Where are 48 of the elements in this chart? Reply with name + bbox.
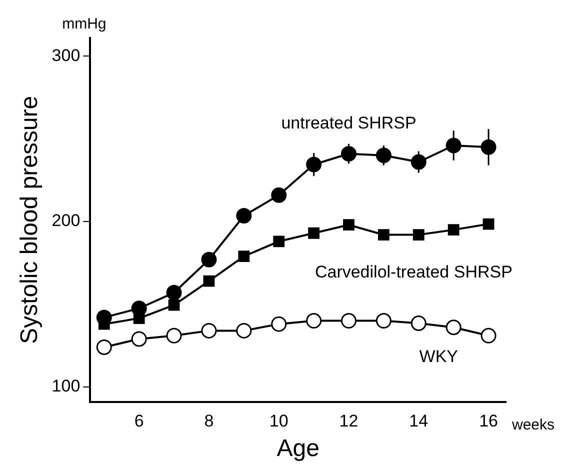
y-axis-title: Systolic blood pressure: [16, 96, 44, 344]
point: [448, 224, 460, 236]
y-tick-label: 100: [52, 376, 80, 396]
point: [236, 208, 252, 224]
point: [480, 139, 496, 155]
x-tick-label: 14: [409, 412, 428, 431]
point: [308, 227, 320, 239]
series-label: WKY: [419, 346, 458, 366]
point: [96, 339, 112, 355]
point: [306, 313, 322, 329]
point: [131, 331, 147, 347]
point: [201, 252, 217, 268]
point: [271, 316, 287, 332]
point: [201, 322, 217, 338]
point: [378, 229, 390, 240]
x-axis-title: Age: [276, 435, 320, 462]
point: [446, 138, 462, 154]
point: [271, 187, 287, 203]
x-tick-label: 8: [204, 412, 214, 431]
point: [343, 219, 354, 231]
point: [306, 156, 322, 172]
point: [482, 218, 494, 230]
text: mmHg: [62, 16, 106, 33]
point: [168, 299, 180, 311]
x-tick-label: 10: [269, 412, 288, 431]
y-tick-label: 200: [52, 211, 80, 230]
text: weeks: [511, 416, 555, 434]
point: [410, 154, 426, 170]
x-tick-label: 16: [479, 412, 498, 431]
series-label: Carvedilol-treated SHRSP: [314, 262, 512, 282]
point: [376, 313, 392, 329]
series-label: untreated SHRSP: [281, 113, 416, 132]
x-tick-label: 6: [134, 412, 144, 431]
point: [410, 316, 426, 332]
point: [446, 320, 462, 336]
y-tick-label: 300: [52, 46, 80, 65]
point: [166, 284, 182, 300]
point: [480, 328, 496, 344]
point: [341, 146, 356, 162]
x-tick-label: 12: [339, 412, 358, 431]
point: [236, 322, 252, 338]
point: [273, 236, 285, 248]
point: [166, 328, 182, 344]
point: [412, 229, 424, 240]
point: [203, 275, 215, 287]
point: [238, 250, 250, 262]
point: [341, 313, 356, 329]
point: [376, 148, 392, 164]
